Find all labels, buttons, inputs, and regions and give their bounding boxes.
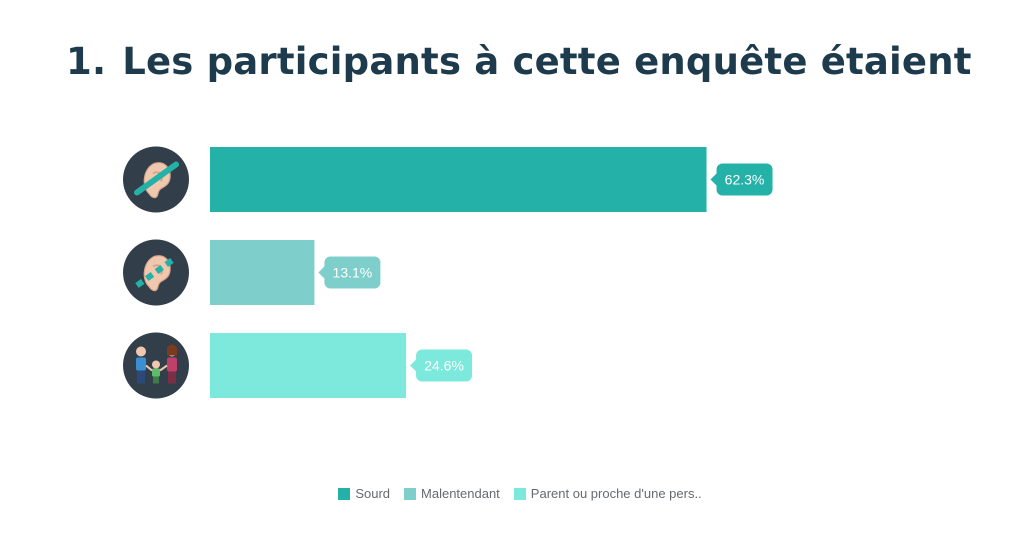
child-legs bbox=[153, 376, 159, 384]
child-head bbox=[152, 360, 160, 369]
father-body bbox=[136, 357, 146, 371]
data-label-pointer bbox=[318, 265, 326, 280]
hand-left bbox=[145, 364, 153, 372]
data-label-box-2 bbox=[324, 256, 381, 289]
legend-swatch-parent bbox=[513, 487, 526, 500]
data-label-box-1 bbox=[716, 163, 773, 196]
mother-hair bbox=[167, 344, 177, 356]
mother-legs bbox=[168, 371, 176, 384]
father-head bbox=[136, 346, 146, 357]
page-title: 1. Les participants à cette enquête étaie… bbox=[66, 40, 972, 83]
data-label-pointer bbox=[410, 358, 418, 373]
data-label-3: 24.6% bbox=[424, 358, 464, 374]
child-body bbox=[152, 368, 160, 377]
title-text: Les participants à cette enquête étaient bbox=[122, 40, 972, 83]
father-legs bbox=[137, 370, 145, 384]
hand-right bbox=[159, 364, 168, 372]
legend-label-parent: Parent ou proche d'une pers.. bbox=[530, 486, 702, 501]
legend-swatch-malentendant bbox=[404, 487, 417, 500]
ear-shape bbox=[143, 255, 171, 292]
legend-label-malentendant: Malentendant bbox=[421, 486, 500, 501]
legend-label-sourd: Sourd bbox=[355, 486, 391, 501]
data-label-2: 13.1% bbox=[333, 265, 373, 281]
bar-1[interactable] bbox=[210, 147, 707, 212]
chart-legend: Sourd Malentendant Parent ou proche d'un… bbox=[0, 486, 1024, 501]
mother-body bbox=[167, 357, 177, 372]
legend-item-parent[interactable]: Parent ou proche d'une pers.. bbox=[513, 486, 702, 501]
title-number: 1. bbox=[66, 40, 107, 83]
family-icon bbox=[123, 332, 189, 399]
data-label-pointer bbox=[710, 172, 718, 187]
crossed-ear-icon bbox=[123, 146, 189, 213]
bar-3[interactable] bbox=[210, 333, 407, 398]
legend-item-malentendant[interactable]: Malentendant bbox=[404, 486, 500, 501]
legend-item-sourd[interactable]: Sourd bbox=[338, 486, 390, 501]
hard-of-hearing-ear-icon bbox=[123, 239, 189, 306]
data-label-1: 62.3% bbox=[725, 172, 765, 188]
dashed-strike-line bbox=[135, 255, 178, 288]
strike-line bbox=[134, 161, 179, 196]
legend-swatch-sourd bbox=[338, 487, 351, 500]
bar-2[interactable] bbox=[210, 240, 315, 305]
data-label-box-3 bbox=[416, 349, 473, 382]
